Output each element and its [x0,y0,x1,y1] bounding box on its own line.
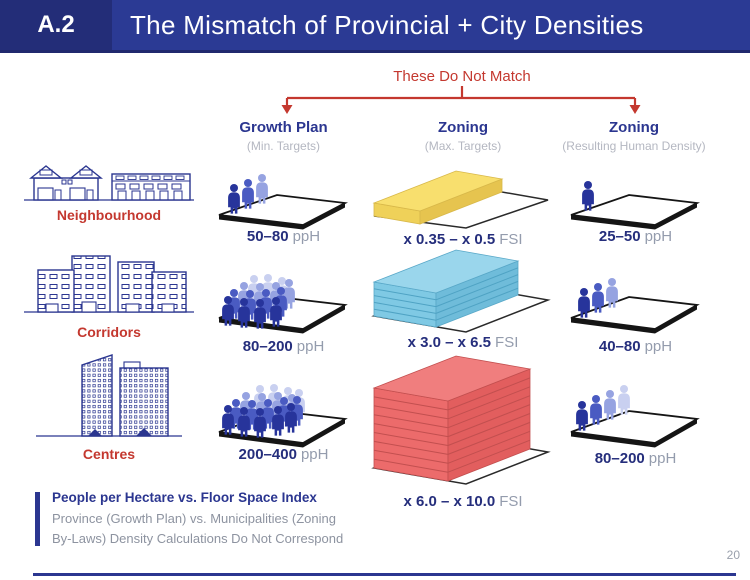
fsi-value: x 0.35 – x 0.5 FSI [368,231,558,249]
value-text: 80–200 [242,338,293,355]
unit-text: FSI [495,334,519,351]
value-text: 80–200 [594,450,645,467]
people-platform-graphic [570,278,700,334]
bottom-divider [33,573,736,576]
density-value: 80–200 ppH [196,338,371,356]
unit-text: ppH [644,338,673,355]
mismatch-bracket-arrows [281,86,641,114]
fsi-box-graphic [371,355,551,485]
fsi-box-graphic [372,170,549,229]
people-platform-graphic [218,174,348,230]
page-title: The Mismatch of Provincial + City Densit… [130,9,644,40]
people-platform-graphic [218,384,348,448]
density-value: 40–80 ppH [548,338,723,356]
row-label-corridors: Corridors [77,324,141,340]
value-text: x 3.0 – x 6.5 [407,334,492,351]
density-value: 25–50 ppH [548,228,723,246]
midrise-buildings-icon [24,255,194,313]
people-platform-graphic [570,385,700,448]
density-value: 80–200 ppH [548,450,723,468]
fsi-value: x 6.0 – x 10.0 FSI [368,493,558,511]
column-subtitle-zoning-result: (Resulting Human Density) [562,139,706,153]
unit-text: ppH [644,228,673,245]
density-value: 200–400 ppH [196,446,371,464]
value-text: 200–400 [238,446,297,463]
slide-tag: A.2 [0,0,112,50]
page-number: 20 [726,548,740,562]
footnote-line: By-Laws) Density Calculations Do Not Cor… [52,531,344,546]
row-label-centres: Centres [82,446,136,462]
value-text: x 6.0 – x 10.0 [403,493,496,510]
unit-text: ppH [296,338,325,355]
houses-icon [24,165,194,201]
people-platform-graphic [218,274,348,334]
people-platform-graphic [570,181,700,230]
towers-icon [36,354,182,437]
column-header-zoning-result: Zoning [609,119,659,136]
value-text: 40–80 [598,338,641,355]
fsi-value: x 3.0 – x 6.5 FSI [368,334,558,352]
fsi-box-graphic [371,249,551,333]
unit-text: ppH [648,450,677,467]
mismatch-annotation: These Do Not Match [393,68,531,85]
density-value: 50–80 ppH [196,228,371,246]
arrow-down-icon [281,105,293,114]
column-header-growth-plan: Growth Plan [239,119,328,136]
arrow-down-icon [629,105,641,114]
unit-text: FSI [499,231,523,248]
column-header-zoning-max: Zoning [438,119,488,136]
row-label-neighbourhood: Neighbourhood [56,207,162,223]
column-subtitle-zoning-max: (Max. Targets) [424,139,502,153]
value-text: 25–50 [598,228,641,245]
footnote-accent-bar [35,492,40,546]
header-bar: A.2 The Mismatch of Provincial + City De… [0,0,750,53]
unit-text: FSI [499,493,523,510]
footnote-title: People per Hectare vs. Floor Space Index [52,490,317,505]
column-subtitle-growth-plan: (Min. Targets) [246,139,321,153]
unit-text: ppH [300,446,329,463]
unit-text: ppH [292,228,321,245]
value-text: x 0.35 – x 0.5 [403,231,496,248]
footnote-line: Province (Growth Plan) vs. Municipalitie… [52,511,336,526]
value-text: 50–80 [246,228,289,245]
